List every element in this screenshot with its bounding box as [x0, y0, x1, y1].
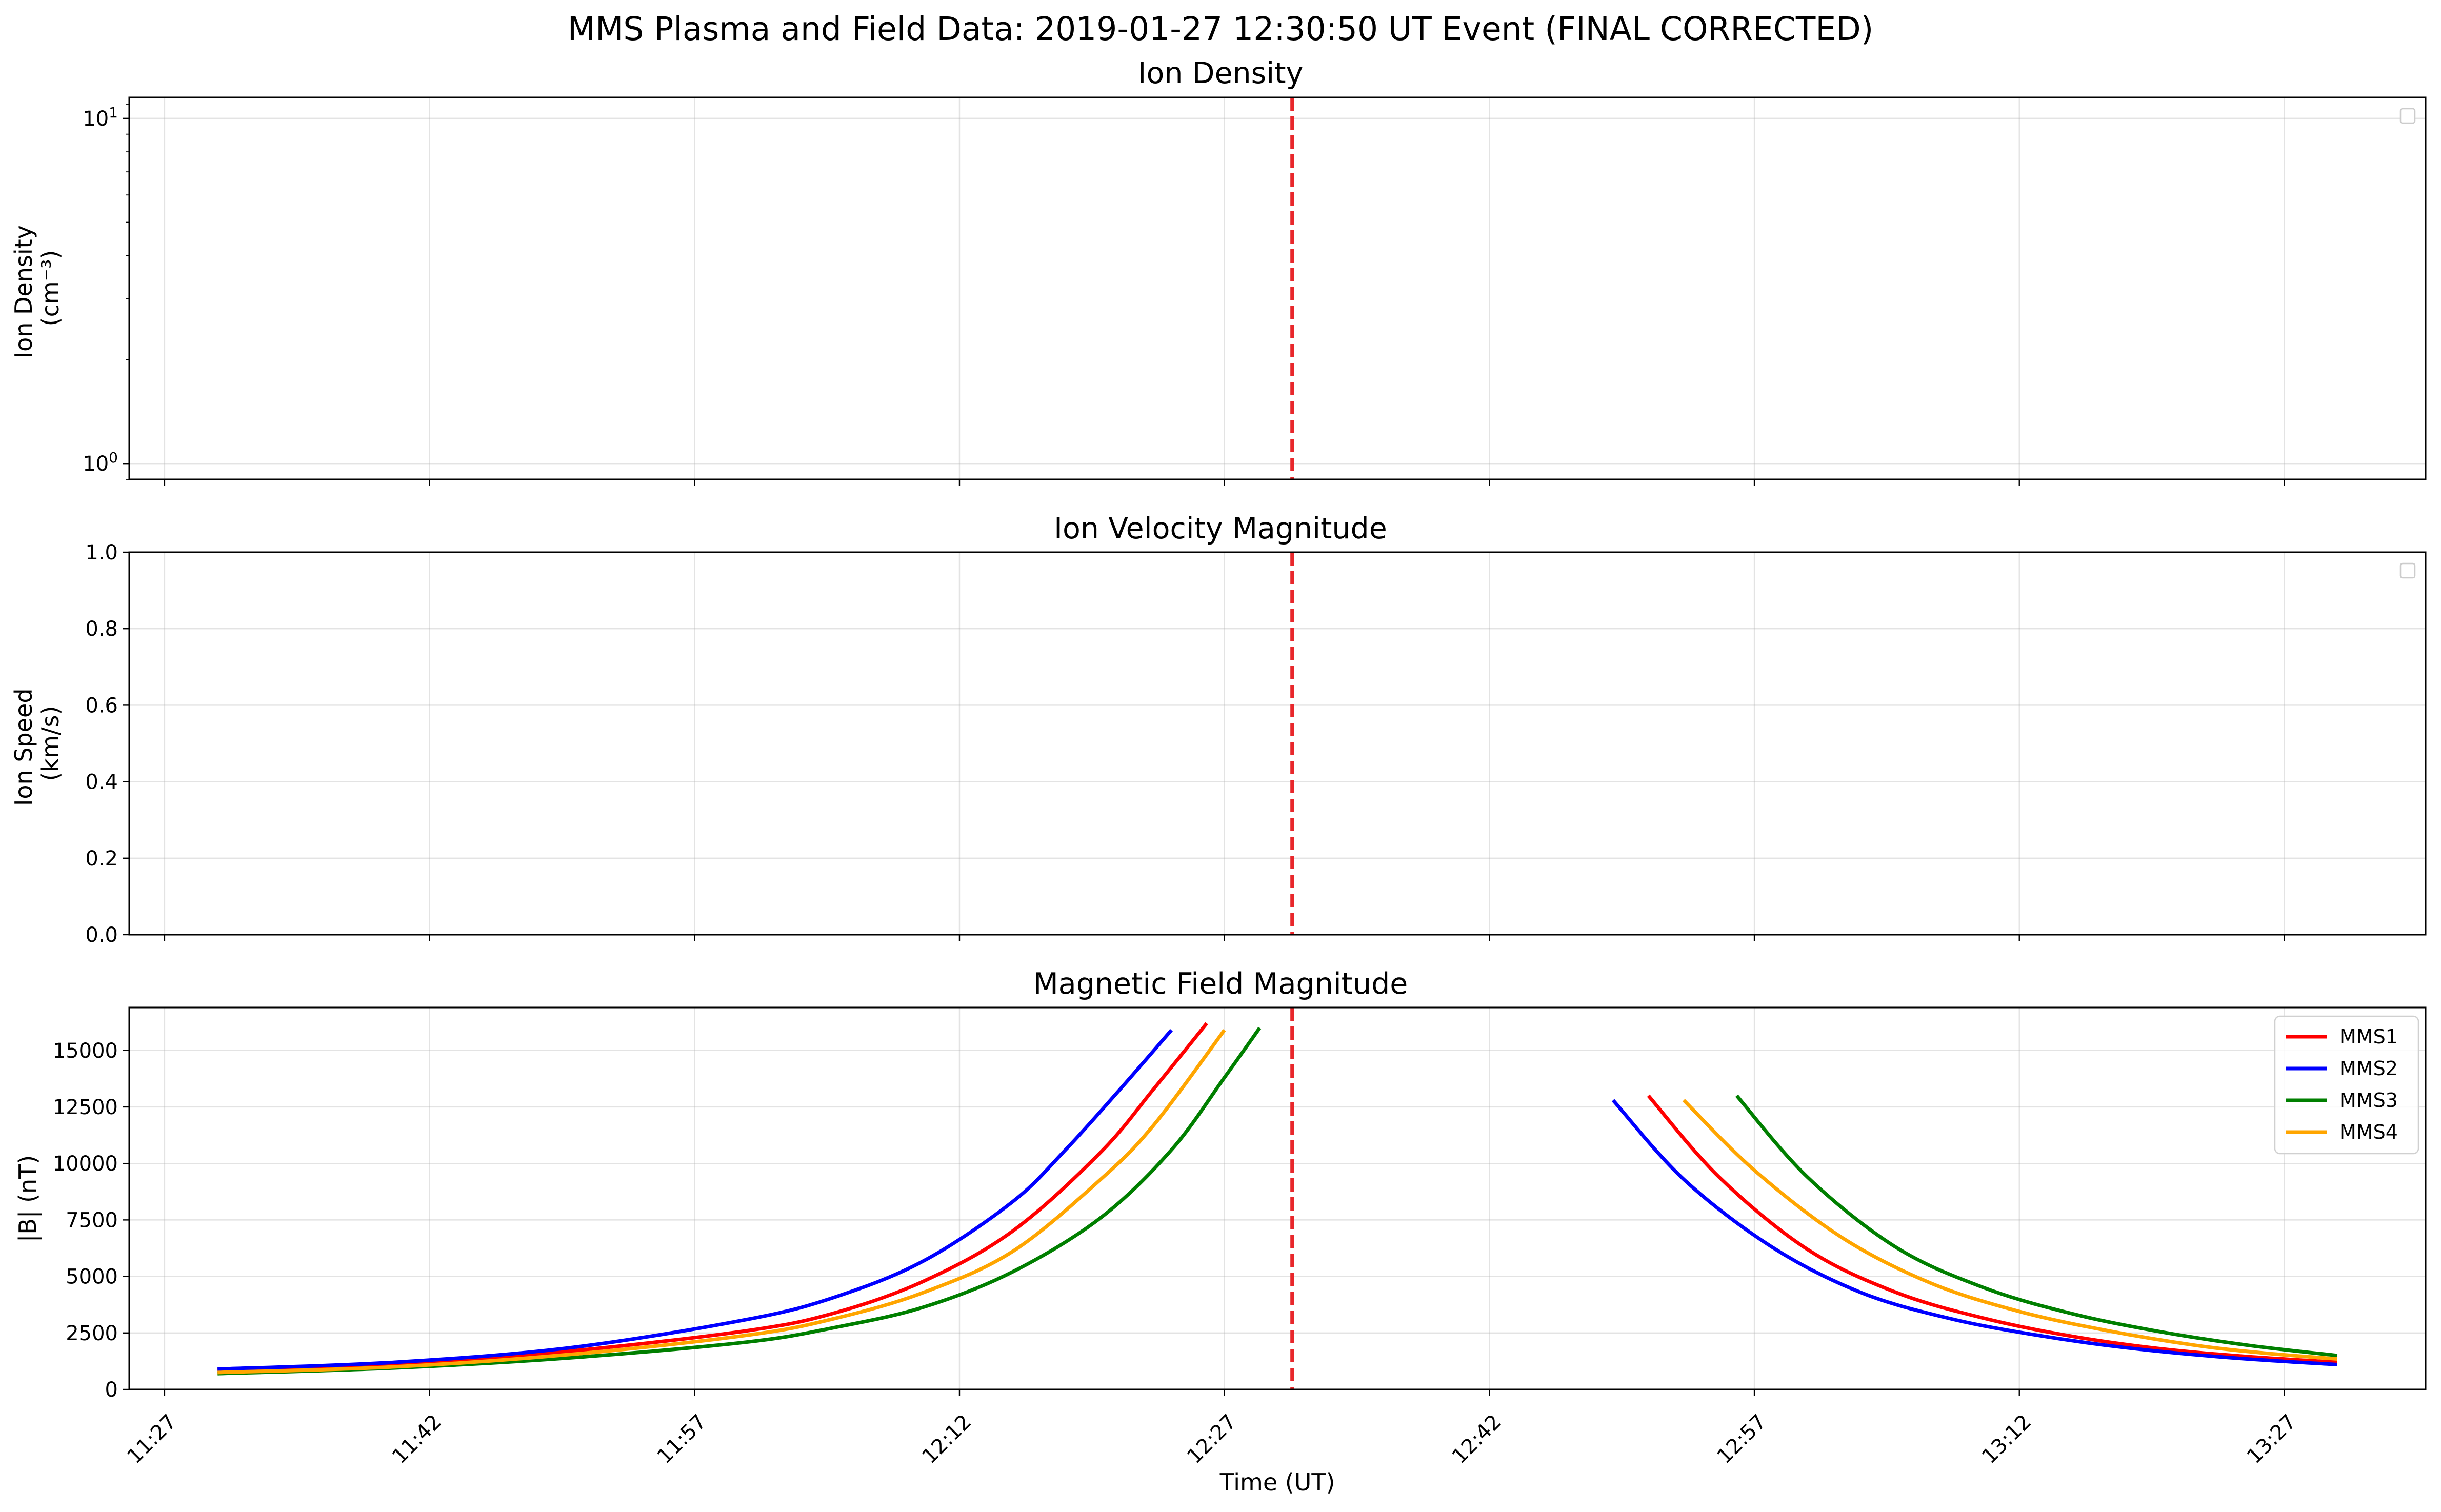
ion-velocity-axes-frame — [128, 551, 2427, 936]
y-tick-label-exponent: 0 — [109, 449, 118, 466]
series-line-mms4 — [217, 1029, 1226, 1375]
panel-title-ion-density: Ion Density — [1138, 56, 1304, 90]
y-tick-label-base: 10 — [83, 452, 109, 476]
panel-title-magnetic-field: Magnetic Field Magnitude — [1033, 967, 1408, 1001]
y-tick-label: 12500 — [53, 1096, 118, 1119]
y-tick-label: 0.6 — [85, 694, 118, 717]
magnetic-field-series — [217, 1022, 2338, 1376]
x-tick-label: 12:42 — [1448, 1410, 1506, 1468]
series-line-mms3 — [1735, 1094, 2338, 1358]
y-tick-label: 15000 — [53, 1039, 118, 1063]
panel-ion-velocity: Ion Velocity Magnitude 0.0 0.2 0.4 0.6 0.8 1.… — [10, 512, 2427, 947]
magnetic-field-y-ticks: 0 2500 5000 7500 10000 12500 15000 — [53, 1039, 129, 1402]
ion-density-x-ticks — [164, 479, 2285, 486]
series-line-mms1 — [217, 1022, 1208, 1373]
magnetic-field-x-ticks: 11:27 11:42 11:57 12:12 12:27 12:42 12:57 13:12… — [123, 1389, 2301, 1468]
series-line-mms2 — [1611, 1099, 2337, 1367]
ion-velocity-y-label-line1: Ion Speed — [10, 688, 37, 806]
x-tick-label: 12:27 — [1183, 1410, 1241, 1468]
ion-density-y-label: Ion Density (cm⁻³) — [10, 218, 64, 359]
legend-label-mms3: MMS3 — [2339, 1089, 2398, 1112]
panel-title-ion-velocity: Ion Velocity Magnitude — [1054, 512, 1387, 546]
magnetic-field-y-label: |B| (nT) — [14, 1155, 42, 1242]
y-tick-label: 2500 — [66, 1322, 118, 1345]
ion-density-axes-frame — [128, 96, 2427, 480]
series-line-mms2 — [217, 1029, 1173, 1371]
x-tick-label: 12:12 — [917, 1410, 976, 1468]
y-tick-label: 0 — [105, 1378, 118, 1402]
y-tick-label: 0.8 — [85, 617, 118, 641]
magnetic-field-x-label: Time (UT) — [1219, 1468, 1335, 1496]
x-tick-label: 13:27 — [2243, 1410, 2301, 1468]
ion-velocity-y-label: Ion Speed (km/s) — [10, 681, 64, 806]
x-tick-label: 12:57 — [1713, 1410, 1771, 1468]
magnetic-field-legend: MMS1 MMS2 MMS3 MMS4 — [2274, 1015, 2419, 1155]
ion-velocity-x-ticks — [164, 935, 2285, 941]
ion-density-grid — [129, 97, 2426, 479]
legend-label-mms2: MMS2 — [2339, 1057, 2398, 1080]
y-tick-label: 10000 — [53, 1152, 118, 1176]
magnetic-field-axes-frame — [128, 1006, 2427, 1390]
y-tick-label: 0.2 — [85, 847, 118, 871]
y-tick-label: 0.0 — [85, 923, 118, 947]
y-tick-label: 7500 — [66, 1208, 118, 1232]
ion-density-y-label-line2: (cm⁻³) — [36, 250, 64, 327]
x-tick-label: 11:27 — [123, 1410, 181, 1468]
y-tick-label: 101 — [83, 104, 118, 131]
legend-box — [2274, 1015, 2419, 1155]
y-tick-label-exponent: 1 — [109, 104, 118, 121]
x-tick-label: 11:42 — [388, 1410, 446, 1468]
ion-density-y-label-line1: Ion Density — [10, 225, 37, 358]
series-line-mms4 — [1682, 1099, 2338, 1361]
y-tick-label: 1.0 — [85, 541, 118, 565]
legend-label-mms1: MMS1 — [2339, 1025, 2398, 1048]
y-tick-label-base: 10 — [83, 107, 109, 131]
y-tick-label: 5000 — [66, 1265, 118, 1289]
panel-magnetic-field: Magnetic Field Magnitude 0 2500 5000 7500 10… — [14, 967, 2427, 1496]
ion-velocity-grid — [129, 551, 2426, 936]
y-tick-label: 100 — [83, 449, 118, 476]
x-tick-label: 13:12 — [1977, 1410, 2036, 1468]
figure-title: MMS Plasma and Field Data: 2019-01-27 12… — [568, 10, 1874, 48]
ion-density-empty-legend — [2399, 108, 2416, 124]
ion-velocity-y-ticks: 0.0 0.2 0.4 0.6 0.8 1.0 — [85, 541, 129, 947]
ion-velocity-y-label-line2: (km/s) — [36, 706, 64, 781]
y-tick-label: 0.4 — [85, 771, 118, 794]
x-tick-label: 11:57 — [653, 1410, 711, 1468]
series-line-mms1 — [1647, 1094, 2337, 1364]
legend-label-mms4: MMS4 — [2339, 1121, 2398, 1143]
magnetic-field-grid — [129, 1007, 2426, 1390]
ion-velocity-empty-legend — [2399, 562, 2416, 579]
